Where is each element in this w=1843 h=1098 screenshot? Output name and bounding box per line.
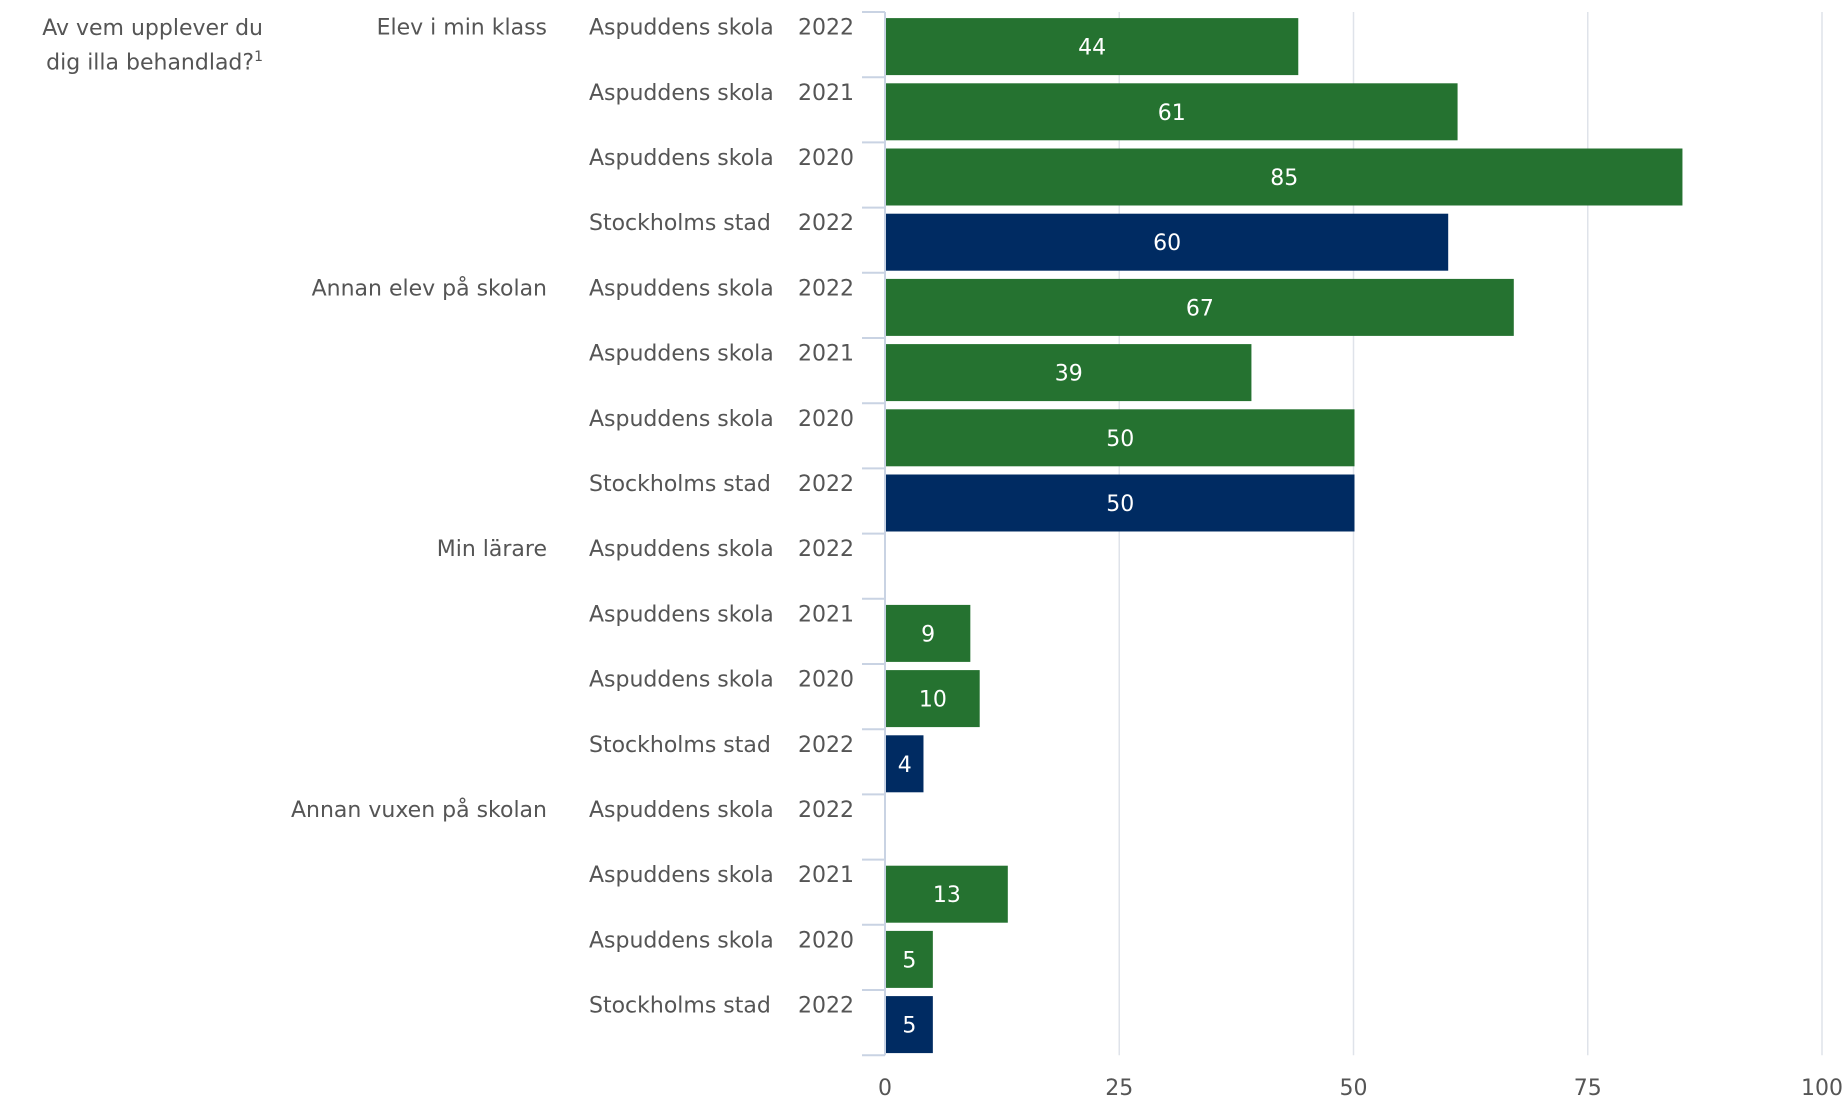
year-label: 2020 [798,668,854,693]
data-label: 67 [1186,296,1214,321]
bar [886,83,1458,141]
data-label: 85 [1270,166,1298,191]
year-label: 2021 [798,863,854,888]
unit-label: Aspuddens skola [589,81,774,106]
bar [886,344,1252,402]
year-label: 2022 [798,994,854,1019]
bar [886,735,924,793]
unit-label: Aspuddens skola [589,407,774,432]
bar [886,865,1008,923]
unit-label: Aspuddens skola [589,928,774,953]
x-tick-label: 25 [1105,1076,1133,1098]
data-label: 50 [1106,492,1134,517]
bars: 44 61 85 60 67 39 50 50 9 10 4 13 5 5 [886,18,1683,1054]
year-label: 2021 [798,602,854,627]
year-label: 2021 [798,81,854,106]
unit-label: Aspuddens skola [589,602,774,627]
bar [886,213,1449,271]
data-label: 60 [1153,231,1181,256]
year-label: 2022 [798,537,854,562]
x-tick-labels: 0 25 50 75 100 [878,1076,1843,1098]
year-label: 2020 [798,928,854,953]
unit-label: Aspuddens skola [589,798,774,823]
category-axis [862,11,886,1057]
group-label: Elev i min klass [377,16,547,41]
x-tick-label: 0 [878,1076,892,1098]
year-label: 2020 [798,146,854,171]
unit-label: Aspuddens skola [589,146,774,171]
year-label: 2020 [798,407,854,432]
group-label: Annan vuxen på skolan [291,797,547,823]
year-label: 2022 [798,276,854,301]
unit-label: Aspuddens skola [589,668,774,693]
chart-title: Av vem upplever du dig illa behandlad?1 [8,14,263,77]
bar [886,148,1683,206]
chart-title-text: Av vem upplever du dig illa behandlad? [42,16,263,76]
unit-label: Aspuddens skola [589,342,774,367]
bar [886,278,1514,336]
bar [886,604,971,662]
bar [886,409,1355,467]
year-label: 2022 [798,733,854,758]
x-tick-label: 75 [1574,1076,1602,1098]
bar [886,474,1355,532]
x-tick-label: 50 [1340,1076,1368,1098]
group-label: Min lärare [437,537,547,562]
data-label: 9 [921,622,935,647]
bar [886,670,980,728]
bar [886,930,933,988]
unit-label: Stockholms stad [589,733,771,758]
group-label: Annan elev på skolan [312,275,547,301]
bar [886,996,933,1054]
unit-label: Aspuddens skola [589,863,774,888]
year-label: 2021 [798,342,854,367]
x-tick-label: 100 [1801,1076,1843,1098]
unit-label: Aspuddens skola [589,16,774,41]
data-label: 4 [898,753,912,778]
data-label: 61 [1158,101,1186,126]
unit-label: Aspuddens skola [589,276,774,301]
data-label: 44 [1078,36,1106,61]
unit-label: Stockholms stad [589,472,771,497]
unit-label: Aspuddens skola [589,537,774,562]
year-label: 2022 [798,472,854,497]
chart-title-footnote: 1 [254,49,263,65]
year-label: 2022 [798,798,854,823]
unit-label: Stockholms stad [589,211,771,236]
data-label: 50 [1106,427,1134,452]
data-label: 5 [902,1014,916,1039]
bar [886,18,1299,76]
year-label: 2022 [798,211,854,236]
data-label: 13 [933,883,961,908]
data-label: 5 [902,948,916,973]
unit-label: Stockholms stad [589,994,771,1019]
category-labels: Elev i min klass Aspuddens skola 2022 Aspud… [291,16,854,1019]
data-label: 39 [1055,362,1083,387]
year-label: 2022 [798,16,854,41]
data-label: 10 [919,688,947,713]
